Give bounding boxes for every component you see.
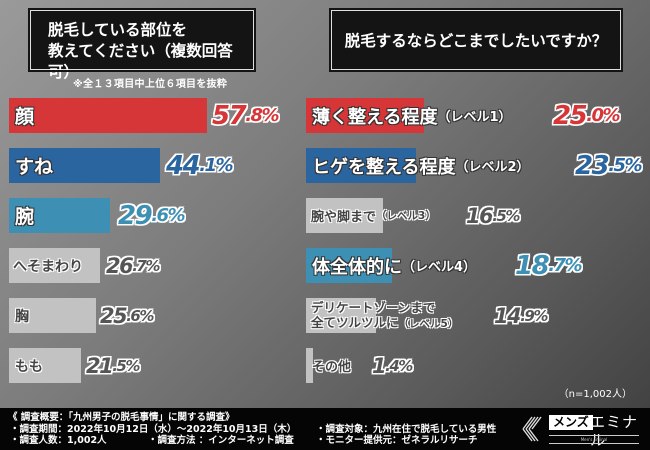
bar-label-shin: すね [15, 156, 54, 178]
value-int: 1 [372, 353, 387, 378]
label-level: （レベル5） [398, 317, 459, 330]
value-int: 57 [212, 100, 247, 131]
bar-label-level4: 体全体的に （レベル4） [312, 248, 476, 283]
value-dec: .9% [520, 306, 548, 325]
value-dec: .0% [586, 105, 620, 126]
footer-method: ・調査方法 ：インターネット調査 [148, 435, 294, 446]
footer-heading: 《 調査概要：「九州男子の脱毛事情」に関する調査》 [8, 412, 235, 423]
bar-value-face: 57.8% [212, 98, 280, 133]
bar-level3 [306, 198, 383, 233]
label-level: （レベル4） [402, 260, 477, 275]
bar-level2 [306, 148, 416, 183]
value-int: 29 [118, 200, 153, 231]
value-dec: .6% [151, 205, 185, 226]
value-int: 23 [575, 150, 610, 181]
label-level: （レベル1） [437, 110, 512, 125]
label-line2: 全てツルツルに [311, 314, 399, 330]
bar-value-level1: 25.0% [553, 98, 621, 133]
bar-label-face: 顔 [15, 106, 35, 128]
footer-period: ・調査期間：2022年10月12日（水）～2022年10月13日（木） [10, 424, 297, 435]
left-chart-title: 脱毛している部位を 教えてください（複数回答可） [28, 8, 256, 81]
bar-value-level5: 14.9% [494, 298, 548, 333]
bar-level4 [306, 248, 392, 283]
bar-value-chest: 25.6% [100, 298, 154, 333]
value-int: 14 [494, 303, 522, 328]
bar-label-level3: 腕や脚まで （レベル3） [311, 198, 436, 233]
logo-tagline: Men's Eminal [580, 437, 608, 442]
value-dec: .7% [548, 255, 582, 276]
value-dec: .8% [245, 105, 279, 126]
bar-label-level1: 薄く整える程度 （レベル1） [312, 98, 512, 133]
bar-value-other: 1.4% [372, 348, 413, 383]
bar-chest [9, 298, 96, 333]
value-dec: .4% [385, 356, 413, 375]
right-title-text: 脱毛するならどこまでしたいですか？ [344, 32, 608, 50]
label-line1: デリケートゾーンまで [311, 299, 436, 315]
survey-footer: 《 調査概要：「九州男子の脱毛事情」に関する調査》 ・調査期間：2022年10月… [0, 408, 650, 450]
label-text: ヒゲを整える程度 [312, 156, 456, 178]
bar-thigh [9, 348, 81, 383]
value-int: 44 [166, 150, 201, 181]
footer-count: ・調査人数：1,002人 [10, 435, 107, 446]
value-dec: .5% [112, 356, 140, 375]
footer-target: ・調査対象：九州在住で脱毛している男性 [316, 424, 497, 435]
left-chart-note: ※全１３項目中上位６項目を抜粋 [73, 79, 228, 90]
bar-shin [9, 148, 160, 183]
label-level: （レベル2） [455, 160, 530, 175]
bar-label-other: その他 [312, 360, 352, 375]
bar-arm [9, 198, 110, 233]
bar-label-level2: ヒゲを整える程度 （レベル2） [312, 148, 530, 183]
left-title-line2: 教えてください（複数回答可） [48, 42, 233, 81]
logo-mens: メンズ [549, 415, 593, 430]
bar-label-arm: 腕 [15, 206, 35, 228]
bar-face [9, 98, 207, 133]
value-int: 26 [106, 253, 134, 278]
bar-value-level3: 16.5% [466, 198, 520, 233]
bar-value-navel: 26.7% [106, 248, 160, 283]
bar-navel [9, 248, 100, 283]
logo-divider [549, 435, 639, 436]
bar-label-navel: へそまわり [13, 258, 83, 275]
value-dec: .1% [199, 155, 233, 176]
bar-label-chest: 胸 [15, 308, 29, 325]
label-text: 腕や脚まで [311, 210, 377, 225]
label-text: 体全体的に [312, 256, 402, 278]
bar-other [306, 348, 313, 383]
value-int: 16 [466, 203, 494, 228]
logo-mark-icon [522, 416, 542, 442]
value-int: 25 [553, 100, 588, 131]
label-level: （レベル3） [376, 210, 436, 222]
sample-size-note: （n=1,002人） [558, 389, 632, 400]
value-dec: .6% [126, 306, 154, 325]
value-dec: .7% [132, 256, 160, 275]
bar-level5 [306, 298, 376, 333]
value-dec: .5% [492, 206, 520, 225]
bar-value-arm: 29.6% [118, 198, 186, 233]
bar-value-thigh: 21.5% [86, 348, 140, 383]
value-int: 25 [100, 303, 128, 328]
left-title-line1: 脱毛している部位を [48, 21, 188, 39]
footer-provider: ・モニター提供元：ゼネラルリサーチ [316, 435, 478, 446]
bar-label-level5: デリケートゾーンまで 全てツルツルに（レベル5） [311, 298, 458, 333]
bar-level1 [306, 98, 424, 133]
value-int: 18 [515, 250, 550, 281]
bar-value-level4: 18.7% [515, 248, 583, 283]
right-chart-title: 脱毛するならどこまでしたいですか？ [329, 8, 623, 72]
value-int: 21 [86, 353, 114, 378]
value-dec: .5% [608, 155, 642, 176]
label-text: 薄く整える程度 [312, 106, 438, 128]
bar-value-shin: 44.1% [166, 148, 234, 183]
bar-label-thigh: もも [15, 358, 43, 375]
bar-value-level2: 23.5% [575, 148, 643, 183]
mens-eminal-logo: メンズ エミナル Men's Eminal [522, 413, 640, 449]
logo-divider-bottom [549, 443, 639, 444]
